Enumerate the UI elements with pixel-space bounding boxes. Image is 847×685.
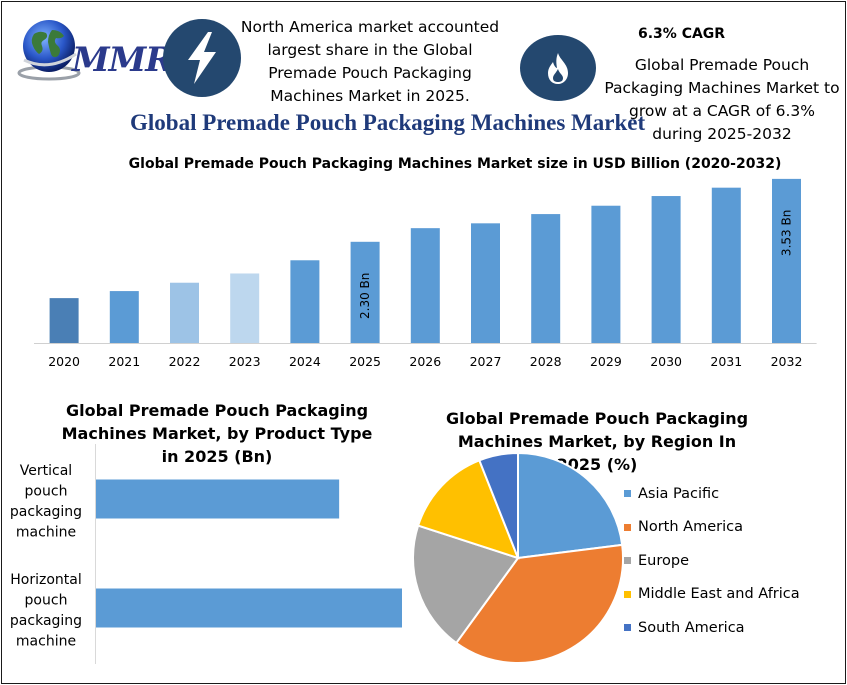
pie-slice-asia-pacific xyxy=(517,451,624,560)
legend-swatch xyxy=(624,490,631,498)
legend-item-north-america: North America xyxy=(624,511,800,545)
legend-item-south-america: South America xyxy=(624,611,800,645)
pie-slice-middle-east-and-africa xyxy=(416,459,520,560)
legend-label: South America xyxy=(638,619,745,636)
legend-label: Europe xyxy=(638,552,689,569)
bar-2026 xyxy=(410,228,440,343)
legend-label: Middle East and Africa xyxy=(638,586,800,603)
data-label-2025: 2.30 Bn xyxy=(358,273,372,319)
north-america-callout: North America market accounted largest s… xyxy=(240,18,500,105)
pie-slice-europe xyxy=(412,524,520,645)
legend-swatch xyxy=(624,557,631,565)
bar-2029 xyxy=(591,205,621,343)
cagr-callout: Global Premade Pouch Packaging Machines … xyxy=(604,56,840,143)
main-title: Global Premade Pouch Packaging Machines … xyxy=(130,110,646,135)
globe-icon xyxy=(17,20,81,81)
flame-icon xyxy=(548,53,568,84)
x-tick-2021: 2021 xyxy=(108,354,140,369)
x-tick-2027: 2027 xyxy=(470,354,502,369)
x-tick-2023: 2023 xyxy=(229,354,261,369)
bar-2025 xyxy=(350,241,380,343)
cagr-label: 6.3% CAGR xyxy=(638,26,726,42)
legend-item-asia-pacific: Asia Pacific xyxy=(624,477,800,511)
region-pie-title: Global Premade Pouch Packaging Machines … xyxy=(445,409,749,474)
y-category-vertical: Vertical pouch packaging machine xyxy=(10,463,82,541)
pie-legend: Asia Pacific North America Europe Middle Ea… xyxy=(624,477,800,645)
bar-2024 xyxy=(290,260,320,343)
hbar-vertical xyxy=(96,479,340,519)
product-type-bar-chart: Vertical pouch packaging machine Horizontal p… xyxy=(10,444,402,664)
x-tick-2026: 2026 xyxy=(409,354,441,369)
bar-2027 xyxy=(471,223,500,343)
data-label-2032: 3.53 Bn xyxy=(780,210,794,256)
bar-2032 xyxy=(772,178,801,343)
product-type-chart-title: Global Premade Pouch Packaging Machines … xyxy=(61,401,373,466)
x-tick-2031: 2031 xyxy=(710,354,742,369)
lightning-icon xyxy=(188,32,216,84)
legend-item-europe: Europe xyxy=(624,544,800,578)
flame-badge xyxy=(520,35,596,101)
x-tick-2029: 2029 xyxy=(590,354,622,369)
bar-2020 xyxy=(49,298,79,343)
legend-label: Asia Pacific xyxy=(638,485,720,502)
region-pie-chart xyxy=(412,451,624,664)
bar-2028 xyxy=(531,214,561,343)
x-tick-2025: 2025 xyxy=(349,354,381,369)
bar-2021 xyxy=(109,291,139,343)
x-tick-2030: 2030 xyxy=(650,354,682,369)
market-size-bar-chart: 2020 2021 2022 2023 2024 2025 2.30 Bn 2026 2027 2… xyxy=(34,178,817,369)
legend-item-middle-east-and-africa: Middle East and Africa xyxy=(624,578,800,612)
legend-swatch xyxy=(624,523,631,531)
y-category-horizontal: Horizontal pouch packaging machine xyxy=(10,572,82,650)
x-tick-2022: 2022 xyxy=(169,354,201,369)
pie-slice-north-america xyxy=(454,543,624,664)
legend-swatch xyxy=(624,624,631,632)
legend-label: North America xyxy=(638,519,743,536)
bar-2031 xyxy=(711,187,741,343)
x-tick-2020: 2020 xyxy=(48,354,80,369)
pie-slice-south-america xyxy=(478,451,519,559)
x-tick-2024: 2024 xyxy=(289,354,321,369)
bar-chart-title: Global Premade Pouch Packaging Machines … xyxy=(128,156,782,172)
legend-swatch xyxy=(624,590,631,598)
bar-2030 xyxy=(651,196,681,343)
x-tick-2032: 2032 xyxy=(771,354,803,369)
mmr-logo-text: MMR xyxy=(72,40,174,80)
hbar-horizontal xyxy=(96,588,402,628)
bar-2022 xyxy=(170,282,199,343)
x-tick-2028: 2028 xyxy=(530,354,562,369)
bar-2023 xyxy=(230,273,260,343)
lightning-badge xyxy=(163,19,241,97)
